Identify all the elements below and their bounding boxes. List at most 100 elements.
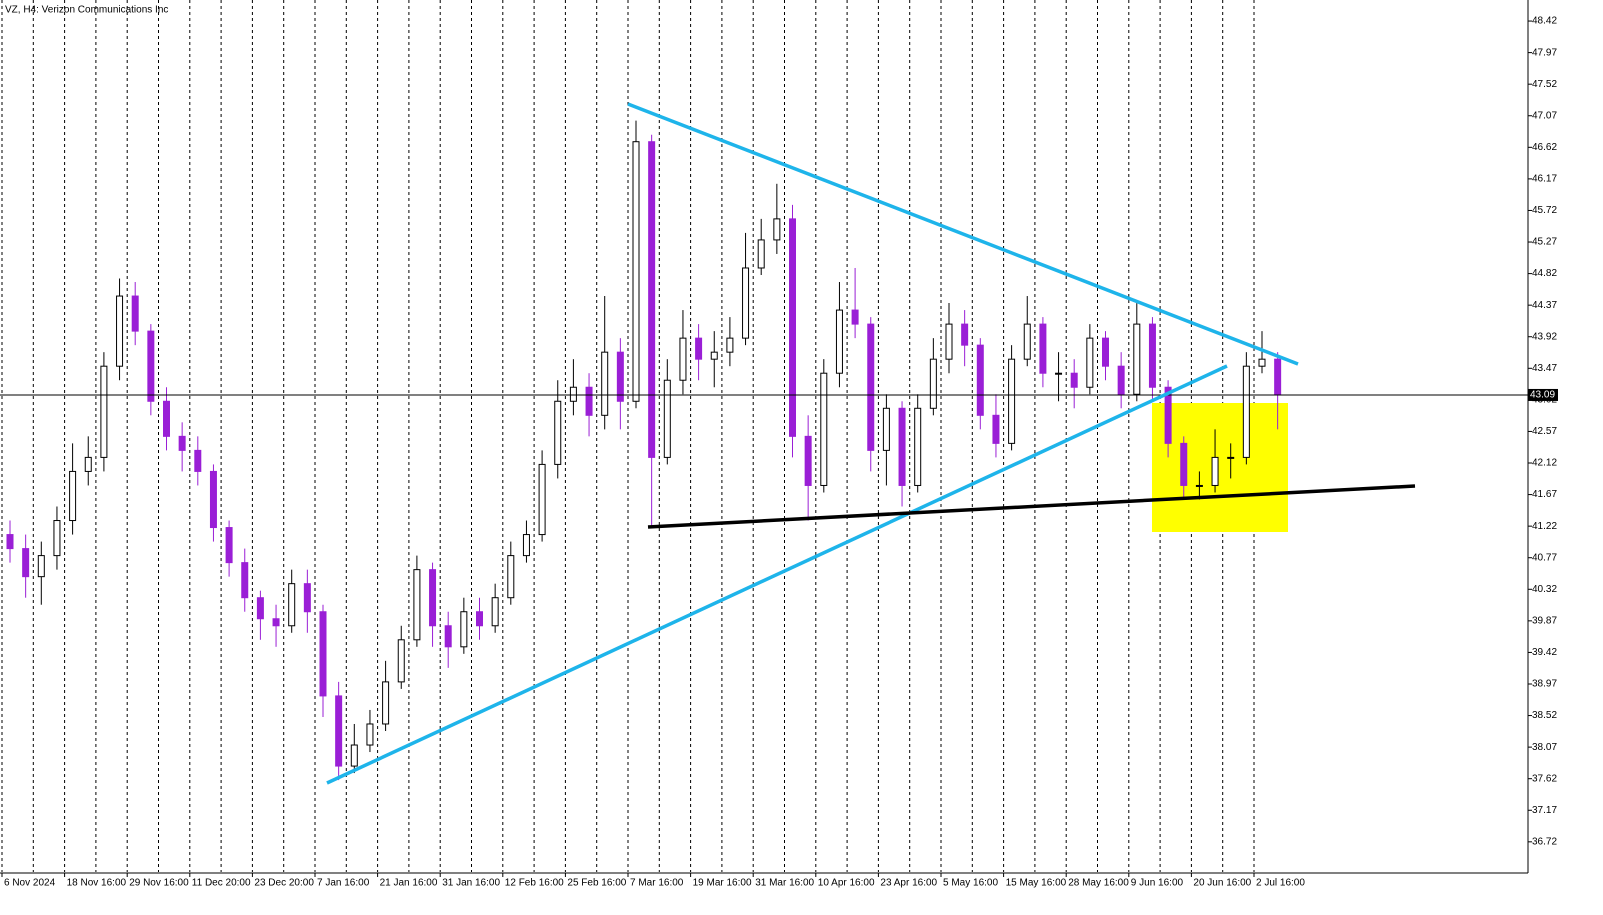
candle-body (476, 611, 483, 627)
candle-body (100, 365, 108, 458)
candle-body (163, 400, 170, 437)
candle-body (194, 449, 202, 472)
candle-body (929, 358, 937, 409)
candle-body (319, 611, 327, 697)
candle-body (366, 723, 374, 746)
highlight-zone (1152, 403, 1288, 532)
chart-title: VZ, H4: Verizon Communications Inc (5, 5, 168, 16)
candle-body (147, 330, 155, 402)
candle-body (288, 583, 296, 627)
x-tick-label: 11 Dec 20:00 (192, 878, 251, 889)
candle-body (1148, 323, 1156, 388)
candle-body (178, 435, 186, 451)
candle-body (601, 351, 609, 416)
y-tick-label: 38.52 (1532, 710, 1557, 721)
candle-body (413, 569, 421, 641)
candle-body (585, 386, 593, 416)
trendline-upper (627, 102, 1299, 366)
candle-body (22, 548, 30, 578)
candle-body (648, 141, 656, 458)
candle-body (789, 218, 796, 437)
candle-body (1070, 372, 1078, 388)
y-tick-label: 41.67 (1532, 489, 1557, 500)
y-tick-label: 45.27 (1532, 237, 1557, 248)
candle-body (1039, 323, 1047, 374)
y-tick-label: 40.77 (1532, 552, 1557, 563)
y-tick-label: 46.17 (1532, 174, 1557, 185)
candle-body (695, 337, 703, 360)
axes-layer: 36.72 37.17 37.62 38.07 38.52 38.97 39.42 39.87… (0, 0, 1558, 889)
x-tick-label: 12 Feb 16:00 (505, 878, 564, 889)
x-tick-label: 21 Jan 16:00 (380, 878, 438, 889)
candle-body (116, 295, 124, 367)
candle-body (429, 569, 437, 627)
candle-body (1023, 323, 1031, 360)
candle-body (491, 597, 499, 627)
candle-body (6, 534, 14, 550)
candle-body (131, 295, 139, 332)
y-tick-label: 38.07 (1532, 742, 1557, 753)
support-line (647, 484, 1416, 529)
x-tick-label: 25 Feb 16:00 (567, 878, 626, 889)
x-tick-label: 19 Mar 16:00 (693, 878, 752, 889)
candle-body (961, 323, 969, 346)
candle-body (1227, 456, 1235, 459)
candle-body (460, 611, 468, 648)
y-tick-label: 48.42 (1532, 16, 1557, 27)
y-tick-label: 39.42 (1532, 647, 1557, 658)
x-tick-label: 28 May 16:00 (1068, 878, 1129, 889)
candle-body (851, 309, 859, 325)
y-tick-label: 43.47 (1532, 363, 1557, 374)
candle-body (898, 407, 906, 486)
candle-body (1164, 386, 1172, 444)
candle-body (632, 141, 640, 402)
x-tick-label: 9 Jun 16:00 (1131, 878, 1184, 889)
candle-body (1242, 365, 1250, 458)
y-tick-label: 47.07 (1532, 110, 1557, 121)
x-tick-label: 15 May 16:00 (1006, 878, 1067, 889)
trendline-lower (326, 364, 1228, 785)
candle-body (914, 407, 922, 486)
candle-body (1102, 337, 1109, 367)
y-tick-label: 45.72 (1532, 205, 1557, 216)
candle-body (272, 618, 280, 627)
candle-body (507, 555, 515, 599)
candle-body (225, 527, 233, 564)
candle-body (1274, 358, 1282, 396)
candle-body (1211, 456, 1219, 486)
candle-body (1117, 365, 1125, 395)
candle-body (976, 344, 984, 416)
candle-body (538, 463, 546, 536)
candle-body (1086, 337, 1094, 388)
x-tick-label: 23 Apr 16:00 (880, 878, 937, 889)
candle-body (209, 470, 217, 529)
candle-body (1258, 358, 1266, 367)
x-tick-label: 5 May 16:00 (943, 878, 998, 889)
candle-body (69, 470, 77, 522)
x-tick-label: 29 Nov 16:00 (129, 878, 189, 889)
y-tick-label: 37.17 (1532, 805, 1557, 816)
candle-body (1055, 372, 1063, 375)
x-tick-label: 7 Jan 16:00 (317, 878, 370, 889)
candle-body (945, 323, 953, 360)
y-tick-label: 41.22 (1532, 521, 1557, 532)
x-tick-label: 7 Mar 16:00 (630, 878, 684, 889)
candle-body (616, 351, 624, 402)
candle-body (663, 379, 671, 458)
candle-body (679, 337, 687, 381)
x-tick-label: 31 Mar 16:00 (755, 878, 814, 889)
x-tick-label: 23 Dec 20:00 (254, 878, 314, 889)
candle-body (335, 695, 343, 767)
y-tick-label: 46.62 (1532, 142, 1557, 153)
y-tick-label: 39.87 (1532, 615, 1557, 626)
candle-body (867, 323, 875, 451)
candle-body (37, 555, 45, 578)
y-tick-label: 47.97 (1532, 47, 1557, 58)
candle-body (742, 267, 750, 339)
candle-body (522, 534, 530, 557)
x-tick-label: 20 Jun 16:00 (1193, 878, 1251, 889)
candle-body (382, 681, 390, 725)
candle-body (444, 625, 452, 648)
